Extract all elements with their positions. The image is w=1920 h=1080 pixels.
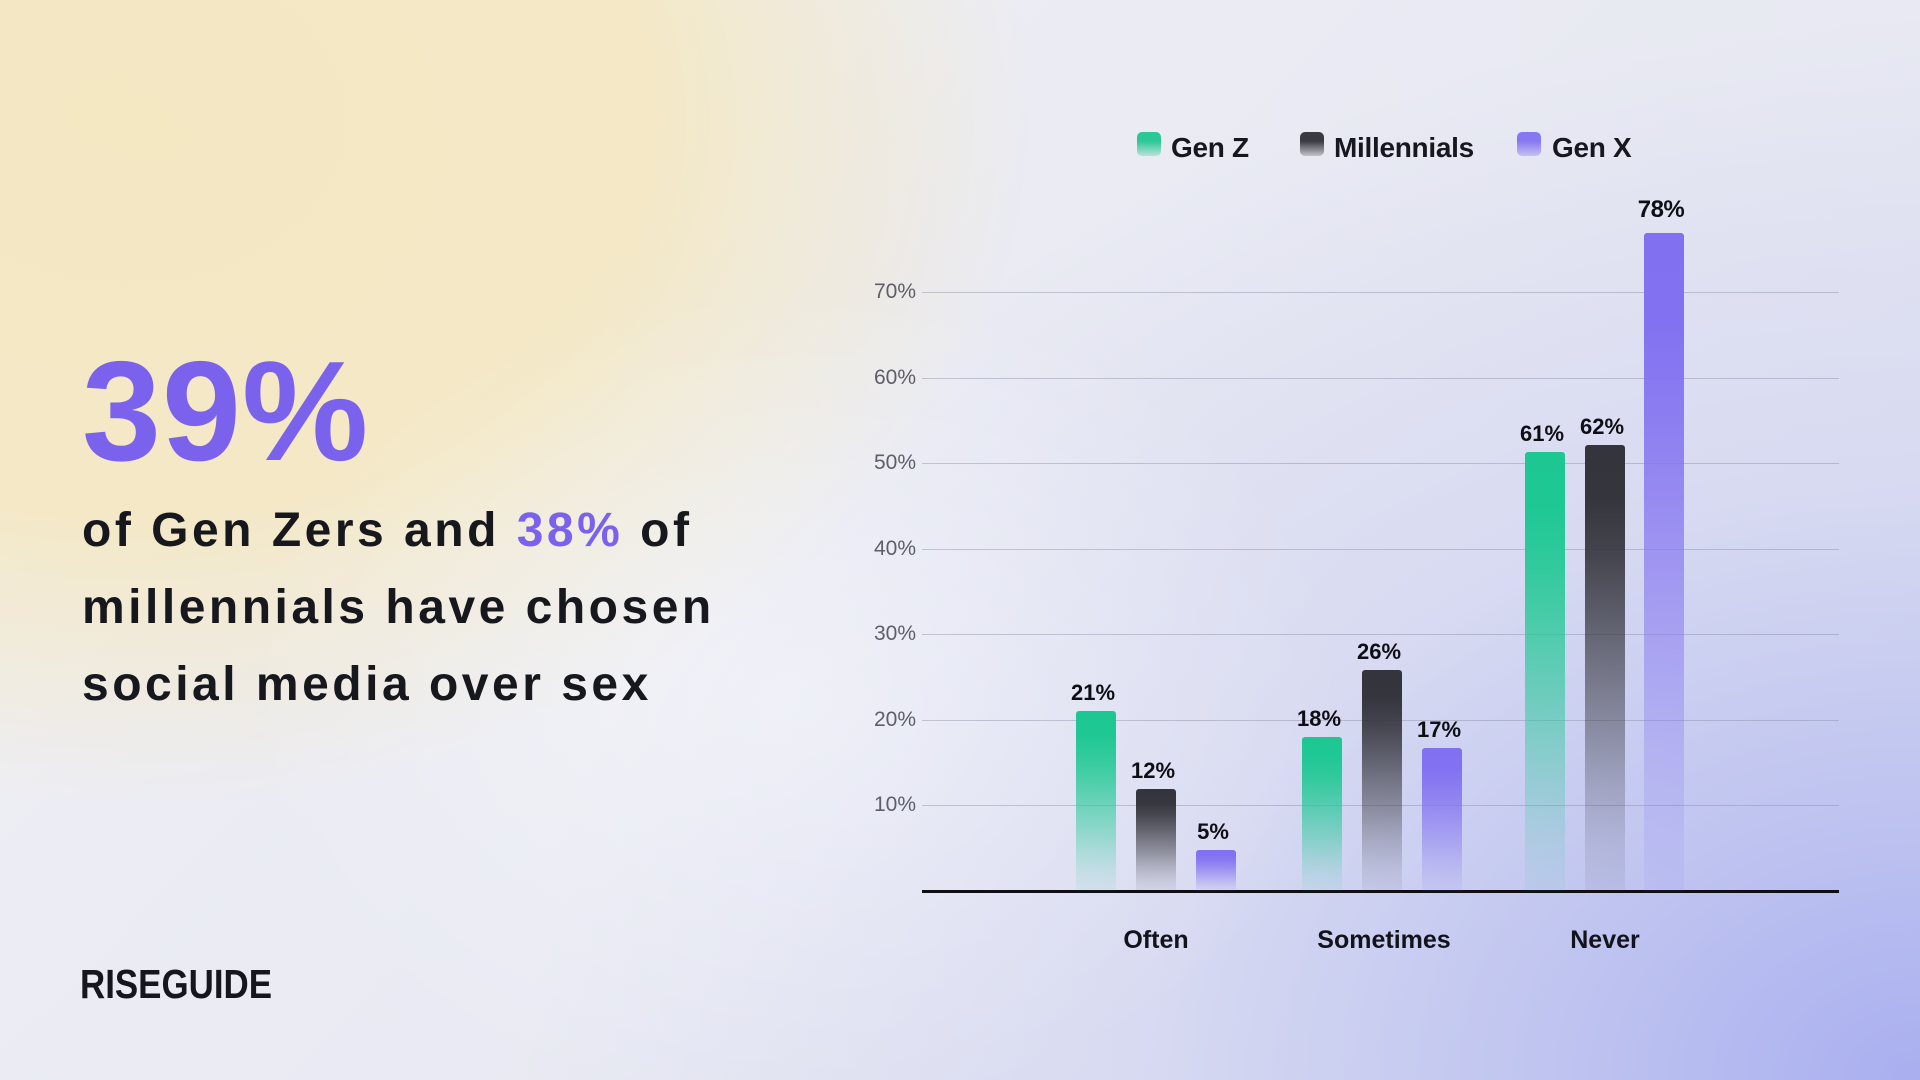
svg-text:RISEGUIDE: RISEGUIDE <box>80 961 272 1006</box>
